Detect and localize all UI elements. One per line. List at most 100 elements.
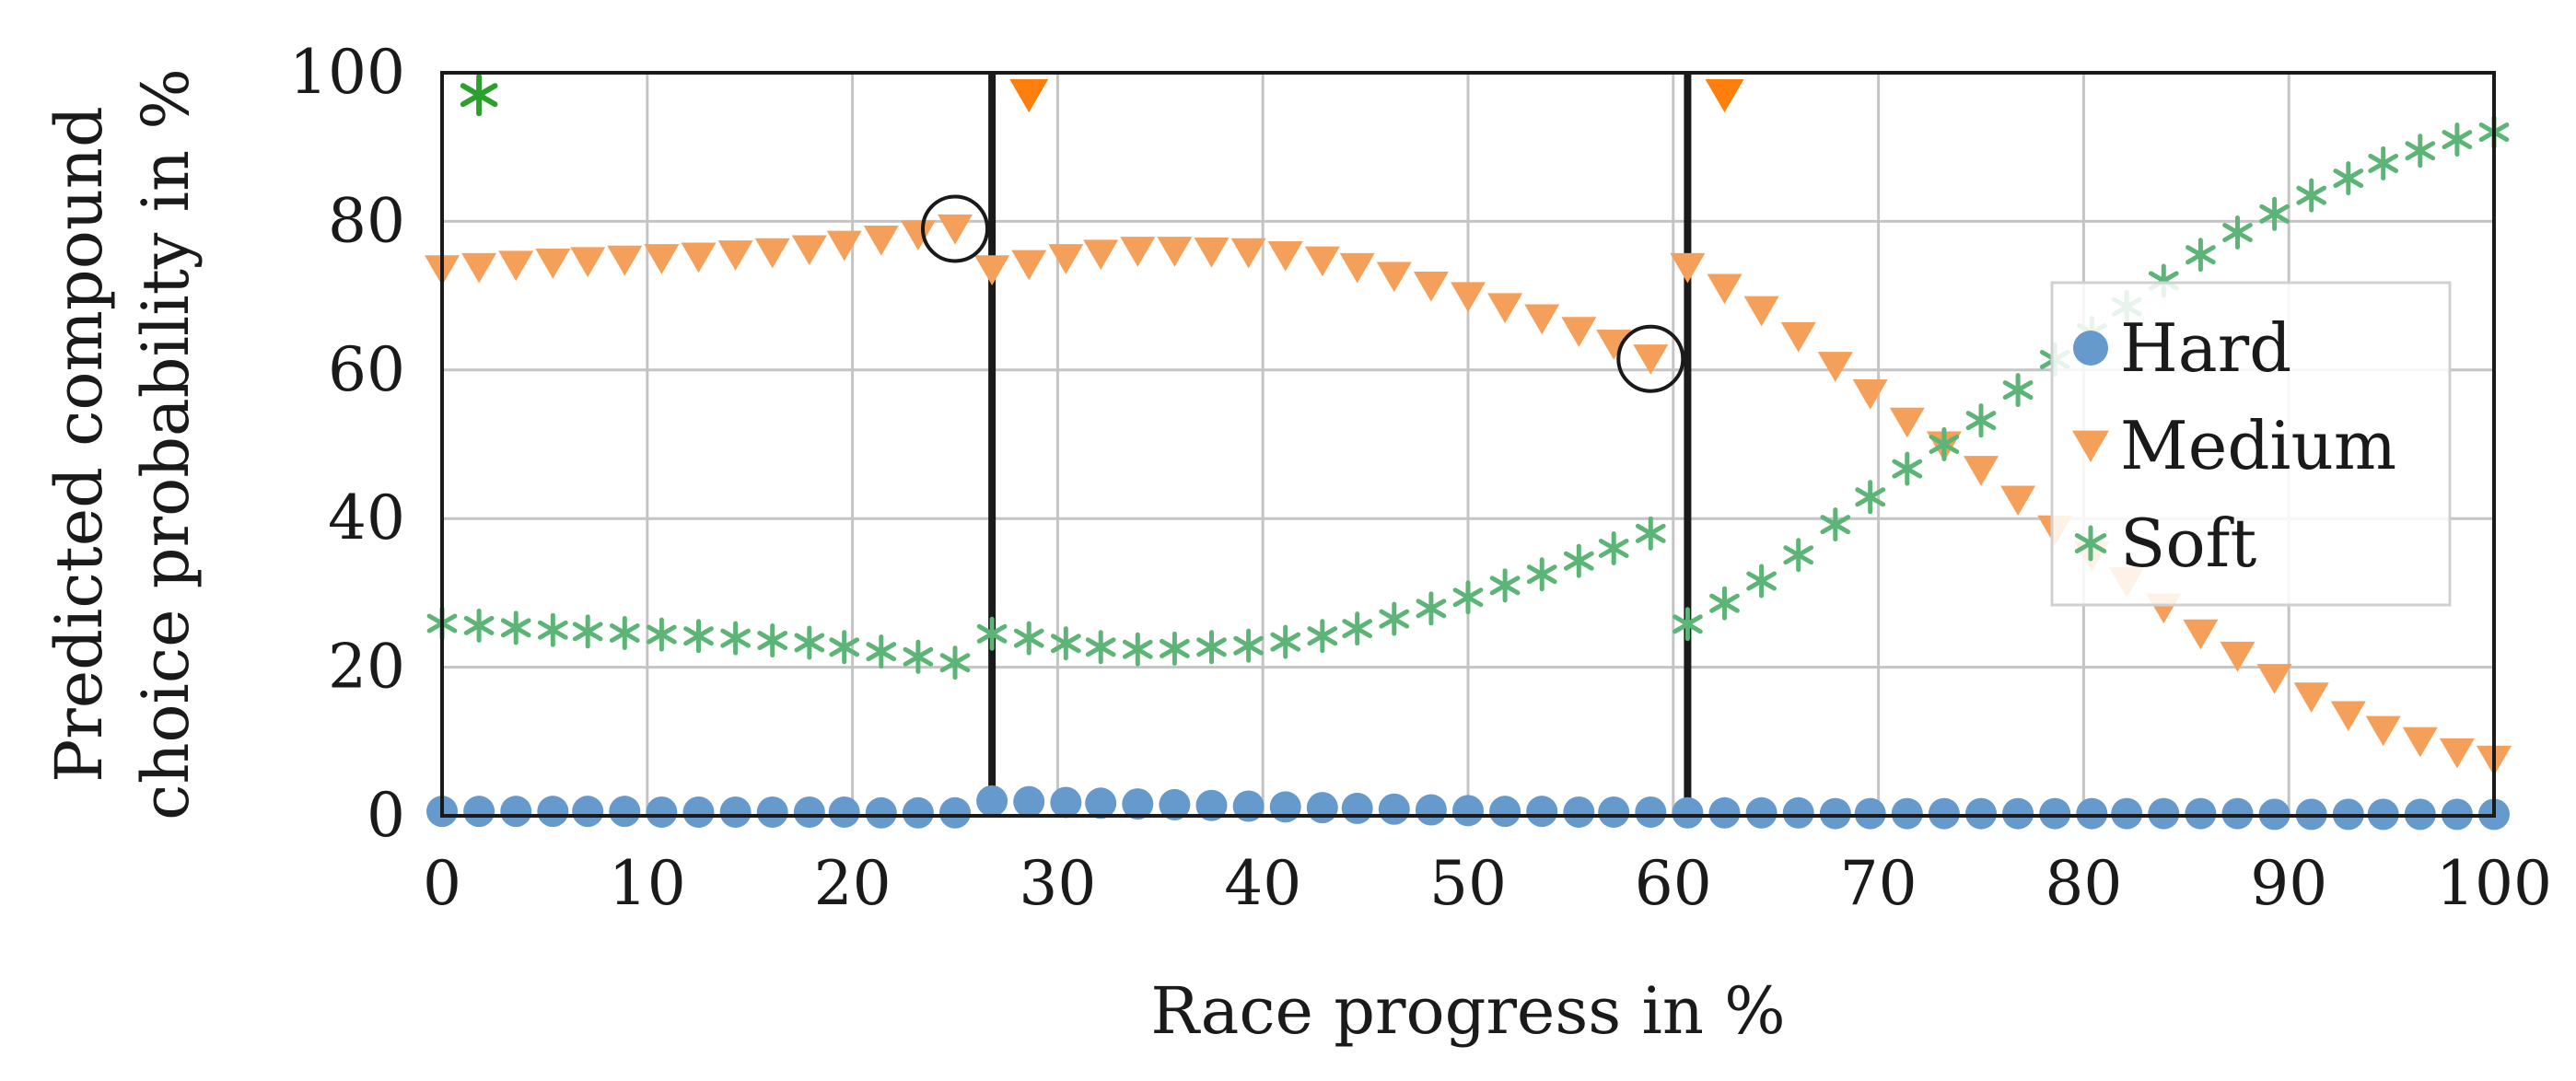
point-medium [1670,252,1706,284]
highlight-circle [921,194,989,263]
point-soft [2002,373,2034,408]
point-hard [1928,797,1960,830]
point-medium [2330,701,2366,732]
point-hard [1819,797,1851,830]
legend-box [2050,281,2452,607]
y-tick-label: 40 [328,482,405,553]
point-medium [461,252,497,284]
point-soft [794,625,825,660]
point-soft [1270,624,1301,659]
legend-soft-symbol [2074,525,2107,562]
point-hard [572,796,604,828]
point-hard [793,796,825,828]
point-soft [2405,134,2436,169]
point-hard [1415,794,1447,826]
point-medium [2365,715,2401,747]
point-hard [1452,795,1484,827]
point-medium [2220,641,2255,672]
y-tick-label: 100 [289,37,405,108]
point-soft [463,608,495,643]
point-hard [865,796,897,829]
point-medium [863,225,899,256]
point-medium [1964,456,1999,486]
tick-labels: 0 10 20 30 40 50 60 70 80 90 100 0 20 40 60 80 100 [289,37,2552,919]
x-tick-label: 0 [423,848,461,919]
point-soft [757,623,788,658]
point-medium [1194,237,1230,268]
point-medium [791,235,827,266]
point-soft [1452,580,1484,615]
point-soft [1820,507,1851,542]
x-tick-label: 10 [609,848,686,919]
point-medium [717,240,753,271]
point-soft [720,621,751,656]
point-medium [2439,738,2475,769]
point-medium [1157,237,1193,267]
point-hard [719,796,752,828]
x-tick-label: 20 [814,848,892,919]
point-soft [2333,161,2364,196]
x-tick-label: 50 [1429,848,1507,919]
highlight-circle [1616,324,1685,393]
point-medium [1451,282,1486,313]
point-medium [1011,250,1047,281]
point-medium [1596,329,1632,360]
point-hard [537,796,569,828]
point-soft [1598,530,1629,565]
point-hard [828,796,860,828]
point-medium [681,242,717,273]
y-axis-title: Predicted compound choice probability in… [41,68,204,820]
point-hard [1050,786,1082,819]
point-soft [1855,480,1886,515]
point-medium [498,250,534,282]
point-soft [683,619,714,654]
point-hard [1489,796,1521,828]
point-medium [1743,296,1779,327]
point-hard [2076,797,2108,830]
point-soft [939,645,971,680]
x-axis-title: Race progress in % [1150,973,1785,1049]
point-soft [647,617,677,652]
y-tick-label: 20 [328,632,405,703]
point-hard [1122,788,1154,820]
point-medium [754,238,790,269]
point-hard [646,796,678,828]
plot-frame [440,71,2496,818]
y-tick-label: 60 [328,334,405,405]
point-soft [2259,196,2290,231]
x-tick-label: 80 [2045,848,2122,919]
point-hard [682,796,715,828]
y-tick-label: 0 [367,780,405,851]
point-hard [1635,796,1667,828]
point-soft [829,630,860,665]
point-hard [1891,797,1923,830]
point-hard [1598,796,1630,828]
point-soft [1929,427,1960,461]
x-tick-label: 40 [1224,848,1301,919]
point-medium [1339,252,1375,284]
point-soft [1233,628,1264,663]
point-soft [572,614,603,649]
point-hard [902,796,934,829]
point-medium [1230,238,1266,269]
point-hard [939,796,971,829]
x-tick-label: 30 [1019,848,1096,919]
legend-hard-symbol [2073,331,2108,366]
annotations [460,74,1744,393]
legend: Hard Medium Soft [2050,281,2452,607]
point-soft [1050,626,1081,661]
point-soft [1307,619,1338,654]
point-medium [535,249,571,279]
point-soft [1746,564,1777,599]
point-medium [607,245,643,276]
point-soft [1489,568,1521,603]
point-hard [1854,797,1886,830]
point-hard [1306,792,1338,824]
point-soft [1965,403,1997,438]
x-tick-label: 100 [2436,848,2552,919]
point-hard [1085,787,1117,819]
point-medium [1852,379,1888,410]
point-hard [756,796,788,828]
point-medium [1048,244,1084,274]
point-medium [1817,352,1853,382]
